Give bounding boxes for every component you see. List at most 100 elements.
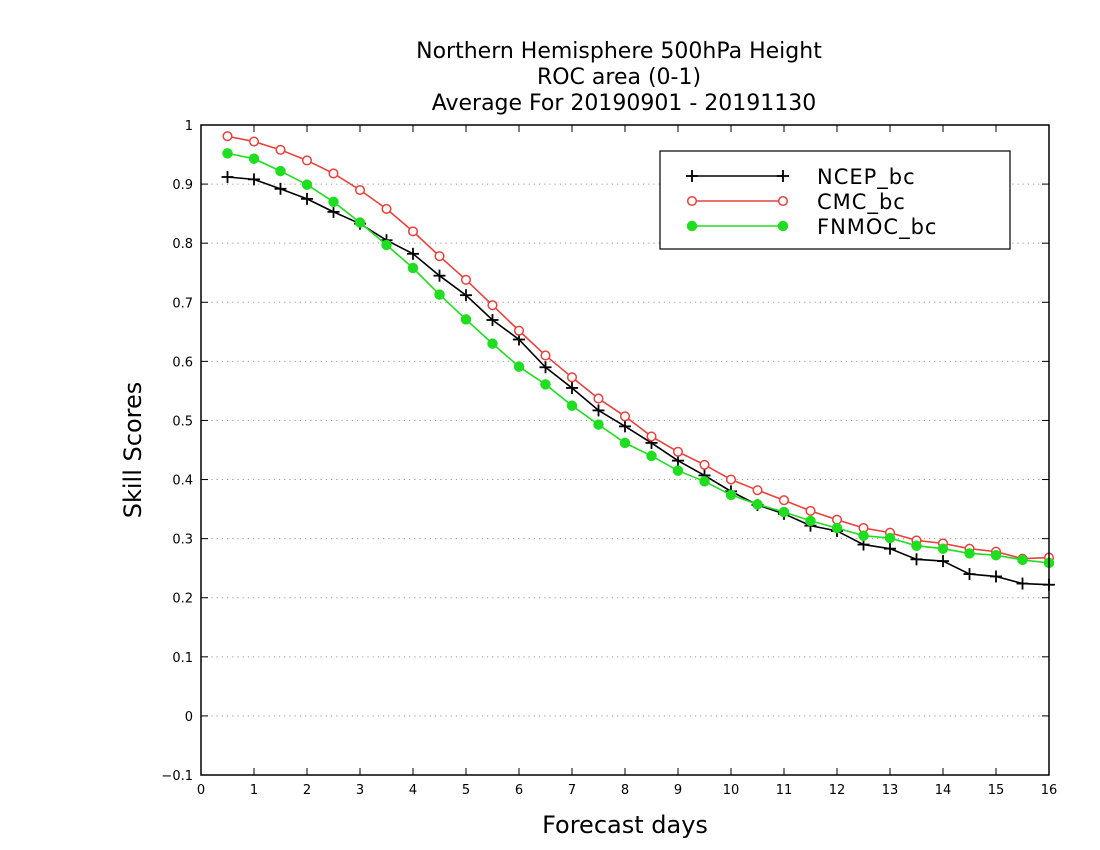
data-point [686,170,698,182]
y-tick-label: 0.6 [172,355,193,370]
y-tick-label: 0.4 [172,474,193,489]
data-point [381,239,392,251]
data-point [699,459,710,470]
x-tick-label: 6 [515,783,523,798]
x-tick-label: 12 [829,783,846,798]
data-point [381,203,392,214]
data-point [963,568,976,581]
legend-item: FNMOC_bc [686,215,937,240]
data-point [487,300,498,311]
chart-title-line-3: Average For 20190901 - 20191130 [432,91,817,116]
data-point [911,540,922,551]
data-point [248,153,260,164]
data-point [725,489,737,501]
data-point [777,170,789,182]
data-point [275,144,286,155]
x-tick-label: 2 [303,783,311,798]
x-tick-label: 9 [674,783,682,798]
data-point [434,251,445,262]
data-point [513,325,525,336]
data-point [1016,577,1029,590]
data-point [327,205,340,218]
data-point [858,530,869,541]
data-point [248,136,260,147]
y-tick-label: 0 [185,710,193,725]
data-point [778,495,790,506]
y-tick-label: 0.7 [172,296,193,311]
gridlines [201,183,1049,717]
legend-item: CMC_bc [686,190,906,215]
data-point [752,499,763,510]
legend-label: FNMOC_bc [817,215,937,240]
legend-label: CMC_bc [817,190,906,215]
data-point [460,314,472,325]
y-tick-label: 0.9 [172,178,193,193]
y-tick-label: 0.5 [172,414,193,429]
chart-title-line-2: ROC area (0-1) [537,65,701,90]
plot-frame [200,124,1050,776]
data-point [619,411,631,422]
data-point [910,553,923,566]
data-point [301,192,313,205]
data-point [752,485,763,496]
data-point [460,274,472,285]
x-tick-label: 4 [409,783,417,798]
data-point [990,549,1002,561]
data-point [460,289,472,302]
data-point [248,173,260,186]
data-point [222,148,233,159]
data-point [831,522,843,534]
data-point [328,168,339,179]
data-point [777,220,789,232]
x-tick-label: 15 [988,783,1005,798]
data-point [778,506,790,518]
data-point [566,372,578,383]
x-axis-label: Forecast days [542,811,708,839]
data-point [593,419,604,430]
data-point [566,381,578,394]
data-point [884,532,896,544]
data-point [301,179,313,190]
data-point [884,542,896,555]
x-tick-label: 0 [197,783,205,798]
data-point [354,184,366,196]
data-point [964,548,975,559]
data-point [407,226,419,237]
data-point [407,262,419,274]
data-point [672,465,684,476]
data-point [777,195,789,207]
data-point [540,379,551,390]
x-tick-label: 5 [462,783,470,798]
y-tick-label: −0.1 [161,769,193,784]
data-point [486,314,499,326]
x-tick-label: 13 [882,783,899,798]
data-point [539,361,552,374]
y-tick-label: 0.3 [172,533,193,548]
data-point [593,393,604,404]
data-point [646,431,657,442]
data-point [805,505,816,516]
data-point [513,361,525,372]
x-tick-label: 7 [568,783,576,798]
x-tick-label: 10 [723,783,740,798]
x-tick-label: 1 [250,783,258,798]
data-point [686,195,698,207]
data-point [301,155,313,166]
data-point [434,289,445,300]
data-point [1017,554,1028,566]
chart-title-line-1: Northern Hemisphere 500hPa Height [416,39,822,64]
legend-box [659,150,1011,250]
data-point [619,420,631,433]
data-point [540,350,551,361]
y-tick-label: 0.1 [172,651,193,666]
x-tick-label: 3 [356,783,364,798]
data-point [354,217,366,228]
data-point [725,474,737,485]
y-axis-label: Skill Scores [119,382,147,519]
data-point [407,247,419,260]
data-point [686,220,698,232]
data-point [274,182,287,195]
data-point [592,404,605,417]
